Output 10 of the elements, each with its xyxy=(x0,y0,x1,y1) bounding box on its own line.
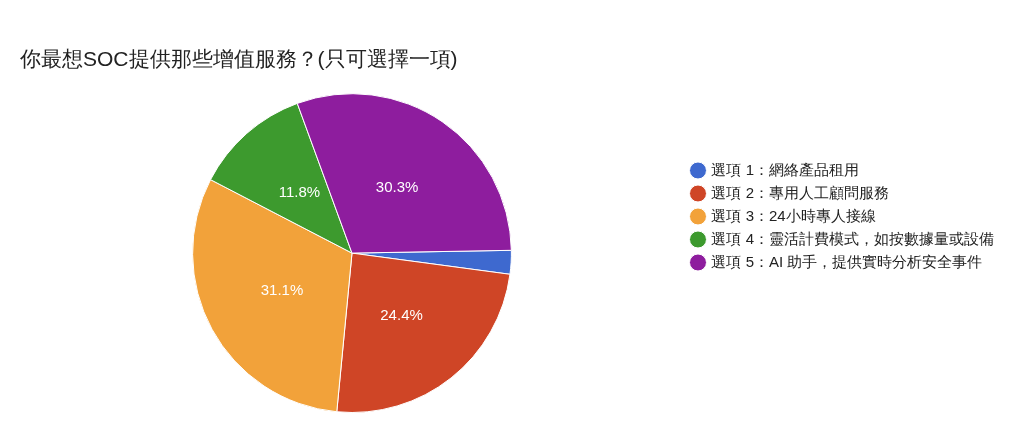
chart-title: 你最想SOC提供那些增值服務？(只可選擇一項) xyxy=(19,47,458,71)
legend-label: 選項 5：AI 助手，提供實時分析安全事件 xyxy=(711,252,983,270)
data-label: 24.4% xyxy=(380,305,423,323)
data-label: 31.1% xyxy=(260,281,304,299)
legend-label: 選項 4：靈活計費模式，如按數據量或設備 xyxy=(711,229,995,247)
data-label: 30.3% xyxy=(375,177,419,195)
legend-label: 選項 3：24小時專人接線 xyxy=(711,206,876,224)
legend-label: 選項 2：專用人工顧問服務 xyxy=(711,183,890,201)
legend-label: 選項 1：網絡產品租用 xyxy=(711,160,860,178)
data-label: 11.8% xyxy=(278,183,321,201)
